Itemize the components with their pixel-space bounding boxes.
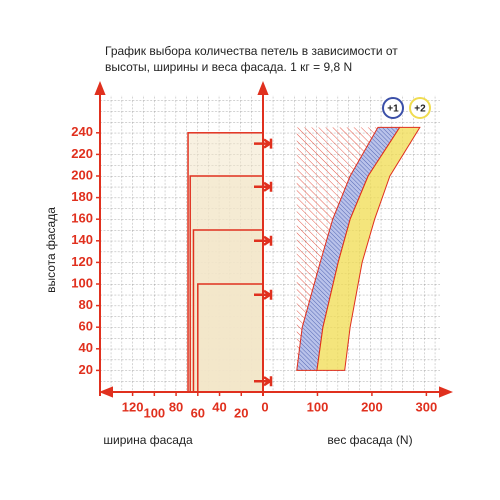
y-tick-label: 180 <box>71 189 93 204</box>
x-tick-label: 0 <box>261 399 268 414</box>
y-tick-label: 100 <box>71 275 93 290</box>
x-tick-label: 20 <box>234 405 248 420</box>
y-tick-label: 120 <box>71 254 93 269</box>
hinge <box>254 376 273 387</box>
hatched-region <box>296 127 378 371</box>
hinge <box>254 138 273 149</box>
y-axis-label: высота фасада <box>44 207 58 293</box>
y-tick-label: 60 <box>79 319 93 334</box>
x-tick-label: 80 <box>169 399 183 414</box>
x-tick-label: 200 <box>361 399 383 414</box>
x-tick-label: 60 <box>191 405 205 420</box>
band <box>316 126 421 371</box>
x-tick-label: 120 <box>122 399 144 414</box>
x-tick-label: 100 <box>143 405 165 420</box>
legend-badge <box>382 97 404 119</box>
hinge <box>254 181 273 192</box>
legend-label: +1 <box>387 104 399 115</box>
y-tick-label: 80 <box>79 297 93 312</box>
y-tick-label: 20 <box>79 362 93 377</box>
x-tick-label: 40 <box>212 399 226 414</box>
y-tick-label: 240 <box>71 124 93 139</box>
x-axis-label: ширина фасада <box>103 433 193 447</box>
x-tick-label: 100 <box>307 399 329 414</box>
y-tick-label: 40 <box>79 340 93 355</box>
y-tick-label: 160 <box>71 211 93 226</box>
title: высоты, ширины и веса фасада. 1 кг = 9,8… <box>105 60 352 74</box>
y-tick-label: 200 <box>71 167 93 182</box>
y-tick-label: 140 <box>71 232 93 247</box>
x-axis-label: вес фасада (N) <box>327 433 412 447</box>
hinge <box>254 235 273 246</box>
hinge <box>254 289 273 300</box>
legend-badge <box>409 97 431 119</box>
width-region <box>197 283 264 393</box>
x-tick-label: 300 <box>416 399 438 414</box>
y-tick-label: 220 <box>71 146 93 161</box>
legend-label: +2 <box>414 104 426 115</box>
title: График выбора количества петель в зависи… <box>105 44 398 58</box>
